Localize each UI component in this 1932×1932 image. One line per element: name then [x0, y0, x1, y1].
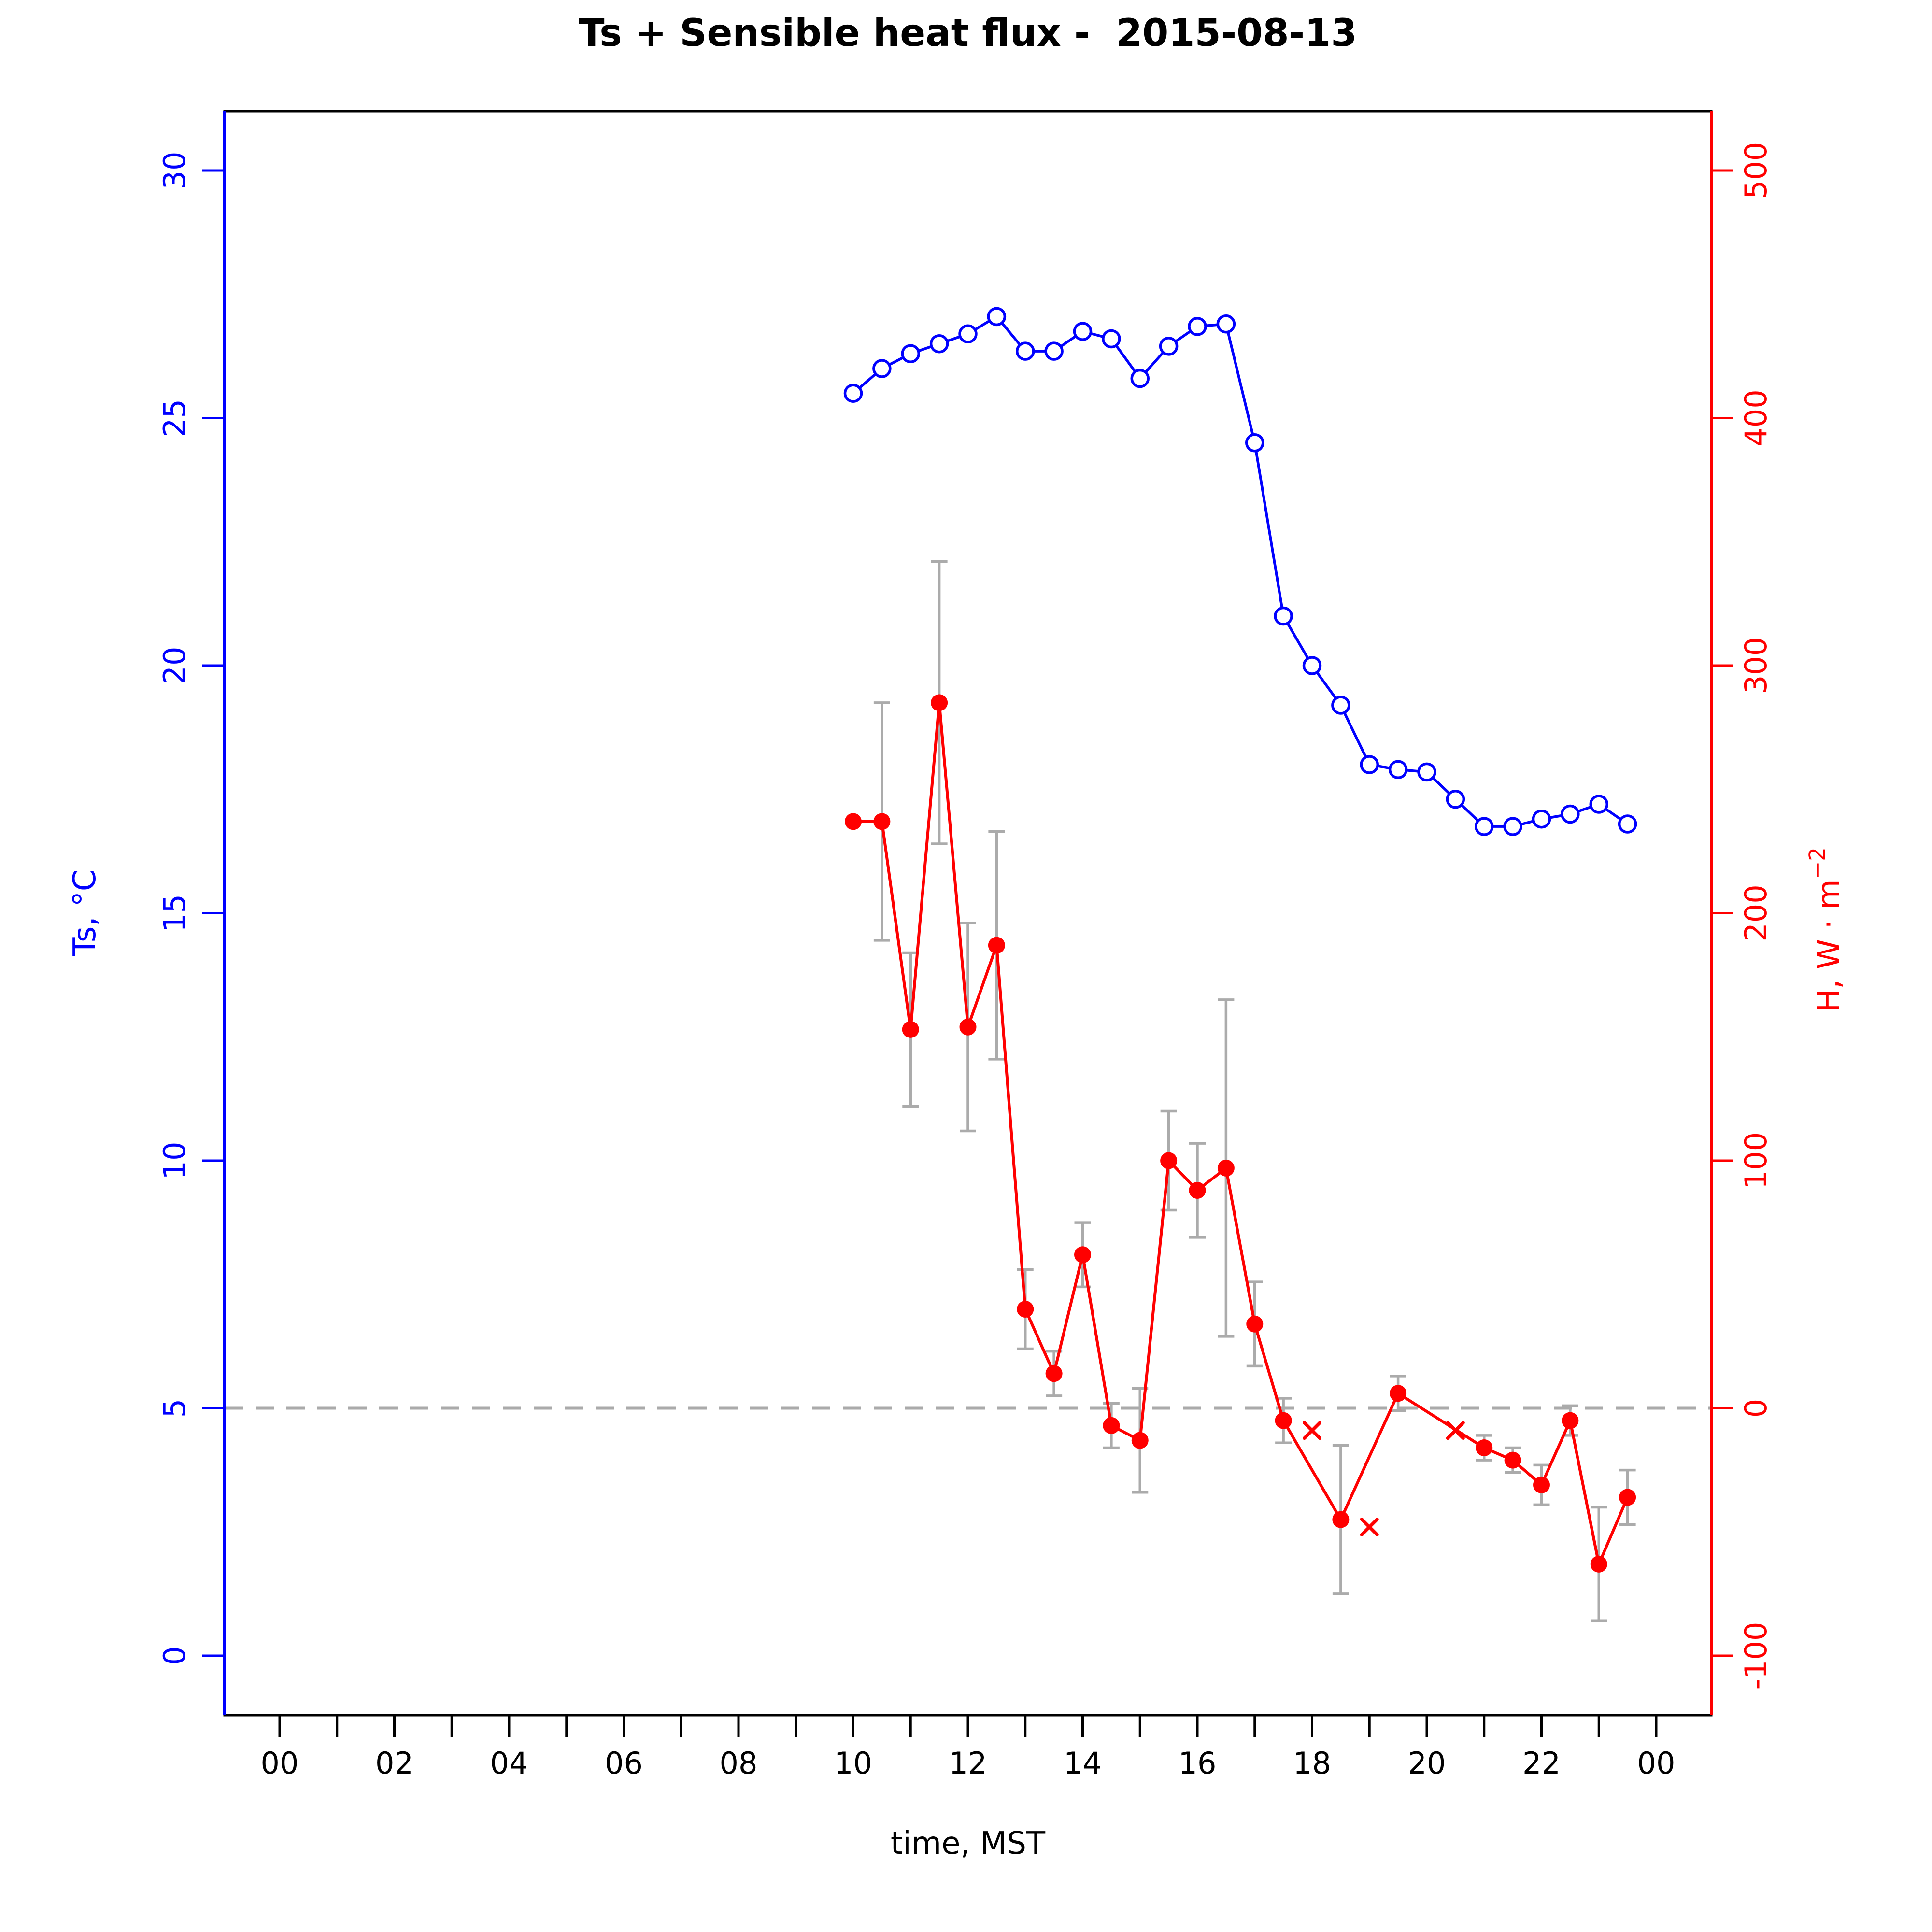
h-data-point — [959, 1018, 977, 1036]
ts-data-point — [1503, 817, 1522, 836]
data-series-layer — [843, 307, 1637, 1573]
h-series — [845, 694, 1636, 1573]
ts-data-point — [1188, 317, 1207, 336]
right-axis-tick-label: 200 — [1738, 884, 1774, 941]
ts-data-point — [901, 344, 920, 363]
error-bars-layer — [873, 560, 1636, 1622]
chart-title: Ts + Sensible heat flux - 2015-08-13 — [579, 12, 1357, 55]
h-data-point — [1246, 1315, 1264, 1333]
h-data-point — [1160, 1152, 1178, 1169]
ts-data-point — [1159, 337, 1179, 356]
h-data-point — [1590, 1555, 1607, 1573]
x-axis-tick-label: 22 — [1522, 1746, 1561, 1781]
right-axis-tick-label: 500 — [1738, 142, 1774, 199]
right-y-axis-label-superscript: −2 — [1804, 847, 1830, 879]
right-y-axis-label-main: H, W · m — [1811, 879, 1847, 1012]
h-data-point — [873, 813, 891, 830]
ts-data-point — [1130, 369, 1150, 388]
x-axis-tick-label: 18 — [1293, 1746, 1331, 1781]
ts-data-point — [1388, 760, 1408, 779]
h-data-point — [1103, 1417, 1120, 1434]
h-data-point — [931, 694, 948, 711]
ts-data-point — [872, 359, 892, 378]
h-data-point — [1217, 1159, 1235, 1177]
h-data-point — [1476, 1439, 1493, 1456]
plot-frame-layer — [223, 110, 1713, 1717]
h-data-point — [1045, 1365, 1063, 1382]
ts-data-point — [1561, 804, 1580, 824]
ts-data-point — [1044, 341, 1064, 361]
right-axis-tick-label: -100 — [1738, 1622, 1774, 1690]
right-axis-tick-label: 300 — [1738, 637, 1774, 694]
ts-data-point — [1475, 817, 1494, 836]
ts-data-point — [1073, 322, 1093, 341]
plot-border-box — [223, 110, 1713, 1717]
x-axis-tick-label: 06 — [605, 1746, 643, 1781]
left-axis-tick-label: 5 — [157, 1399, 192, 1418]
ts-data-point — [987, 307, 1007, 327]
h-data-point — [902, 1021, 919, 1038]
h-data-point — [1131, 1432, 1149, 1449]
x-axis-tick-label: 00 — [1637, 1746, 1676, 1781]
ts-data-point — [1245, 433, 1264, 453]
axis-ticks-layer: 0 5 10 15 20 25 30 -100 0 100 200 300 400 500 00 02 04 06… — [157, 142, 1774, 1781]
left-axis-tick-label: 0 — [157, 1646, 192, 1665]
x-axis-tick-label: 08 — [720, 1746, 758, 1781]
right-y-axis-label: H, W · m−2 — [1804, 847, 1847, 1012]
h-data-point — [1533, 1476, 1550, 1493]
h-data-point — [1017, 1301, 1034, 1318]
left-axis-tick-label: 10 — [157, 1142, 192, 1180]
ts-data-point — [1446, 790, 1465, 809]
ts-data-point — [843, 384, 863, 403]
x-axis-tick-label: 12 — [949, 1746, 987, 1781]
ts-data-point — [929, 334, 949, 354]
ts-data-point — [1331, 696, 1350, 715]
h-data-point — [1562, 1412, 1579, 1429]
right-axis-tick-label: 100 — [1738, 1132, 1774, 1189]
ts-data-point — [958, 324, 978, 343]
left-axis-tick-label: 30 — [157, 152, 192, 190]
ts-data-point — [1618, 814, 1637, 834]
right-axis-tick-label: 400 — [1738, 389, 1774, 446]
left-y-axis-label: Ts, °C — [67, 869, 103, 956]
ts-series-line — [852, 315, 1629, 828]
ts-data-point — [1589, 795, 1608, 814]
flagged-x-marker — [1360, 1518, 1379, 1536]
x-axis-tick-label: 20 — [1408, 1746, 1446, 1781]
left-axis-tick-label: 25 — [157, 399, 192, 437]
ts-data-point — [1532, 810, 1551, 829]
h-data-point — [1504, 1451, 1521, 1469]
ts-data-point — [1302, 656, 1322, 675]
h-data-point — [1189, 1182, 1206, 1199]
flagged-x-marker — [1446, 1421, 1465, 1440]
h-data-point — [1074, 1246, 1091, 1264]
x-axis-tick-label: 02 — [375, 1746, 413, 1781]
x-axis-tick-label: 14 — [1064, 1746, 1102, 1781]
x-axis-tick-label: 16 — [1179, 1746, 1217, 1781]
x-axis-tick-label: 10 — [834, 1746, 872, 1781]
x-axis-tick-label: 00 — [261, 1746, 299, 1781]
ts-data-point — [1016, 341, 1035, 361]
h-data-point — [845, 813, 862, 830]
ts-data-point — [1360, 755, 1379, 774]
ts-series — [843, 307, 1637, 836]
left-axis-tick-label: 20 — [157, 647, 192, 685]
x-axis-label: time, MST — [891, 1826, 1046, 1861]
x-axis-tick-label: 04 — [490, 1746, 528, 1781]
h-data-point — [1619, 1489, 1636, 1506]
ts-data-point — [1216, 314, 1236, 334]
ts-data-point — [1102, 329, 1121, 349]
h-data-point — [1275, 1412, 1292, 1429]
right-axis-tick-label: 0 — [1738, 1399, 1774, 1418]
h-data-point — [1332, 1511, 1350, 1528]
h-data-point — [1390, 1385, 1407, 1402]
left-axis-tick-label: 15 — [157, 894, 192, 932]
h-data-point — [988, 937, 1005, 954]
flagged-x-marker — [1303, 1421, 1321, 1440]
ts-data-point — [1417, 762, 1436, 782]
ts-data-point — [1274, 606, 1293, 626]
